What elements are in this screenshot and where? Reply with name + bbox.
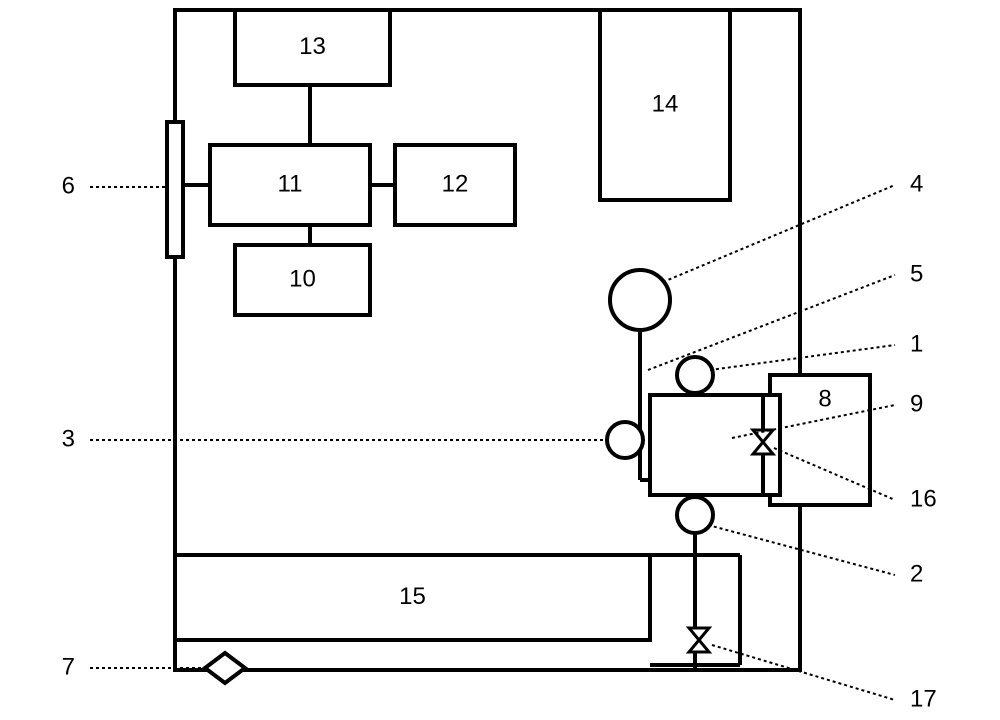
box-label-15: 15 (399, 583, 426, 610)
box-label-14: 14 (652, 90, 679, 117)
node-c3 (607, 422, 643, 458)
node-c4 (610, 270, 670, 330)
box-label-11: 11 (278, 170, 303, 197)
port-6 (167, 122, 183, 257)
callout-label-6: 6 (62, 172, 75, 199)
box-label-13: 13 (299, 33, 326, 60)
callout-label-5: 5 (910, 260, 923, 287)
box-label-12: 12 (442, 170, 469, 197)
callout-label-2: 2 (910, 560, 923, 587)
node-c2 (677, 497, 713, 533)
callout-label-17: 17 (910, 685, 937, 712)
callout-label-3: 3 (62, 425, 75, 452)
callout-label-4: 4 (910, 170, 923, 197)
label-8: 8 (818, 385, 831, 412)
callout-label-16: 16 (910, 485, 937, 512)
box-label-10: 10 (289, 265, 316, 292)
callout-label-9: 9 (910, 390, 923, 417)
node-c1 (677, 357, 713, 393)
callout-label-1: 1 (910, 330, 923, 357)
callout-label-7: 7 (62, 653, 75, 680)
